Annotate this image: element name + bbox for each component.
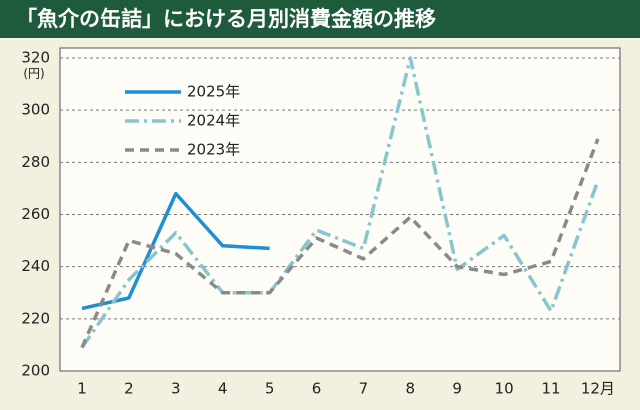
series-line (80, 56, 600, 349)
y-tick-label: 300 (21, 101, 50, 119)
x-tick-label: 8 (406, 380, 416, 398)
y-tick-label: 200 (21, 362, 50, 380)
header (0, 0, 640, 38)
x-tick-label: 6 (312, 380, 322, 398)
y-tick-label: 240 (21, 257, 50, 275)
y-tick-label: 220 (21, 309, 50, 327)
x-tick-label: 7 (359, 380, 369, 398)
x-tick-label: 1 (77, 380, 87, 398)
x-tick-label: 3 (171, 380, 181, 398)
legend-label: 2024年 (187, 112, 240, 130)
y-tick-label: 260 (21, 205, 50, 223)
x-tick-label: 11 (541, 380, 560, 398)
x-tick-label: 5 (265, 380, 275, 398)
x-tick-label: 2 (124, 380, 134, 398)
y-tick-label: 280 (21, 153, 50, 171)
x-tick-label: 12月 (581, 380, 615, 398)
x-tick-label: 10 (495, 380, 514, 398)
y-tick-label: 320 (21, 49, 50, 67)
legend-label: 2023年 (187, 141, 240, 159)
x-tick-label: 4 (218, 380, 228, 398)
y-unit: (円) (23, 67, 44, 81)
chart-title: 「魚介の缶詰」における月別消費金額の推移 (16, 7, 436, 31)
series-line (80, 138, 600, 349)
plot-area (59, 47, 621, 372)
legend-label: 2025年 (187, 83, 240, 101)
x-tick-label: 9 (452, 380, 462, 398)
